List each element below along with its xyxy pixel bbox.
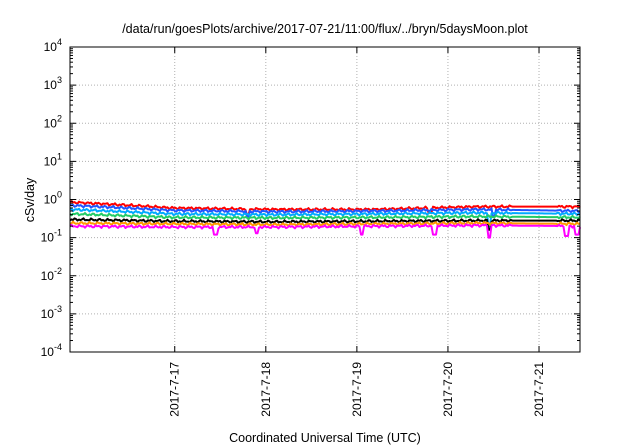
y-tick-label: 10-3	[41, 304, 62, 321]
y-axis-label: cSv/day	[23, 177, 37, 222]
series-group	[69, 200, 581, 239]
x-tick-label: 2017-7-18	[259, 362, 273, 417]
y-tick-label: 104	[44, 37, 62, 54]
chart-title: /data/run/goesPlots/archive/2017-07-21/1…	[122, 22, 528, 36]
y-tick-label: 101	[44, 151, 62, 168]
y-tick-label: 103	[44, 75, 62, 92]
y-tick-label: 10-1	[41, 228, 62, 245]
x-tick-label: 2017-7-19	[350, 362, 364, 417]
series-line	[69, 203, 581, 218]
y-tick-label: 102	[44, 113, 62, 130]
series-line	[69, 217, 581, 231]
x-axis: 2017-7-17 2017-7-18 2017-7-19 2017-7-20 2017…	[168, 47, 546, 417]
y-tick-label: 10-2	[41, 266, 62, 283]
x-tick-label: 2017-7-20	[441, 362, 455, 417]
y-tick-label: 100	[44, 190, 62, 207]
series-line	[69, 212, 581, 221]
series-line	[69, 207, 581, 228]
y-axis: 10-4 10-3 10-2 10-1 100 101 102 103 104	[41, 37, 580, 359]
y-tick-label: 10-4	[41, 342, 62, 359]
series-line	[69, 200, 581, 216]
x-tick-label: 2017-7-21	[532, 362, 546, 417]
x-axis-label: Coordinated Universal Time (UTC)	[229, 431, 421, 445]
series-line	[69, 223, 581, 239]
x-tick-label: 2017-7-17	[168, 362, 182, 417]
gridlines	[70, 47, 580, 352]
